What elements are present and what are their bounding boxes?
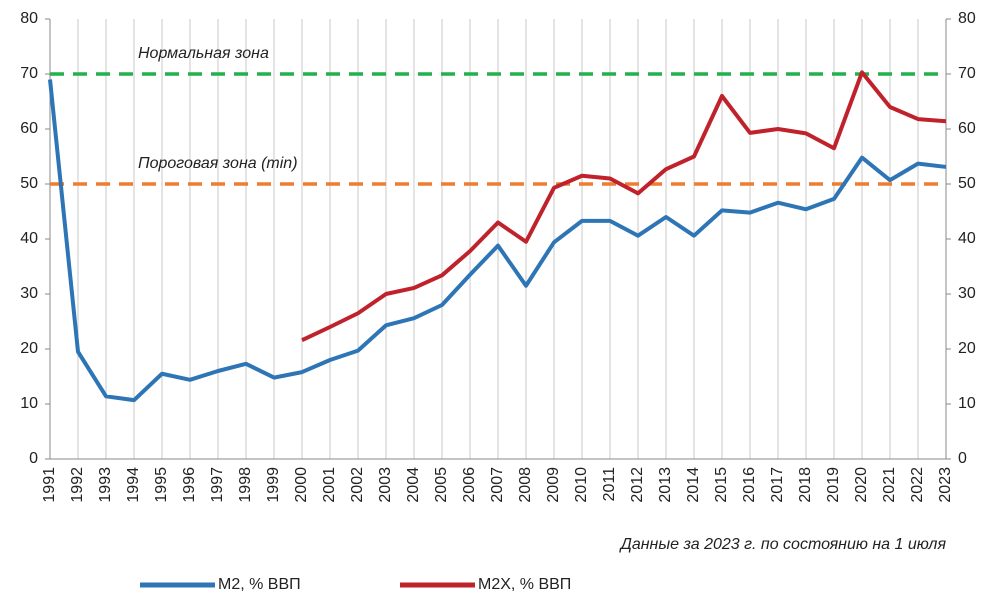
x-tick-label: 2002 [349,467,366,503]
y-tick-label: 50 [20,175,38,192]
reference-label: Нормальная зона [138,45,269,62]
y-tick-label: 0 [29,450,38,467]
y-tick-label: 30 [20,285,38,302]
x-tick-label: 1996 [181,467,198,503]
x-tick-label: 2015 [713,467,730,503]
x-tick-label: 2019 [825,467,842,503]
y-tick-label: 40 [20,230,38,247]
y-tick-label: 80 [20,10,38,27]
x-tick-label: 2008 [517,467,534,503]
x-tick-label: 2022 [909,467,926,503]
x-tick-label: 2004 [405,467,422,503]
x-tick-label: 1998 [237,467,254,503]
x-tick-label: 2005 [433,467,450,503]
y-tick-label: 60 [20,120,38,137]
x-tick-label: 2018 [797,467,814,503]
x-tick-label: 2007 [489,467,506,503]
y2-tick-label: 40 [958,230,976,247]
series-line [301,70,947,343]
y2-tick-label: 60 [958,120,976,137]
x-tick-label: 2000 [293,467,310,503]
y-tick-label: 20 [20,340,38,357]
x-tick-label: 2003 [377,467,394,503]
x-tick-label: 1999 [265,467,282,503]
x-tick-label: 1994 [125,467,142,503]
y-tick-label: 70 [20,65,38,82]
reference-label: Пороговая зона (min) [138,155,298,172]
note: Данные за 2023 г. по состоянию на 1 июля [619,536,947,553]
x-tick-label: 2023 [937,467,954,503]
x-tick-label: 1993 [97,467,114,503]
x-tick-label: 2020 [853,467,870,503]
x-tick-label: 1991 [41,467,58,503]
legend-label: M2, % ВВП [218,576,301,593]
y2-tick-label: 30 [958,285,976,302]
y2-tick-label: 50 [958,175,976,192]
x-tick-label: 2021 [881,467,898,503]
x-tick-label: 2006 [461,467,478,503]
y2-tick-label: 10 [958,395,976,412]
x-tick-label: 2010 [573,467,590,503]
x-tick-label: 2016 [741,467,758,503]
x-tick-label: 2011 [601,467,618,502]
y2-tick-label: 20 [958,340,976,357]
x-tick-label: 2012 [629,467,646,503]
x-tick-label: 1995 [153,467,170,503]
x-tick-label: 2013 [657,467,674,503]
x-tick-label: 2009 [545,467,562,503]
x-tick-label: 2014 [685,467,702,503]
x-tick-label: 2017 [769,467,786,503]
x-tick-label: 2001 [321,467,338,503]
x-tick-label: 1992 [69,467,86,503]
y2-tick-label: 80 [958,10,976,27]
legend-label: M2X, % ВВП [478,576,571,593]
y2-tick-label: 70 [958,65,976,82]
series-line [48,79,947,403]
x-tick-label: 1997 [209,467,226,503]
y-tick-label: 10 [20,395,38,412]
y2-tick-label: 0 [958,450,967,467]
